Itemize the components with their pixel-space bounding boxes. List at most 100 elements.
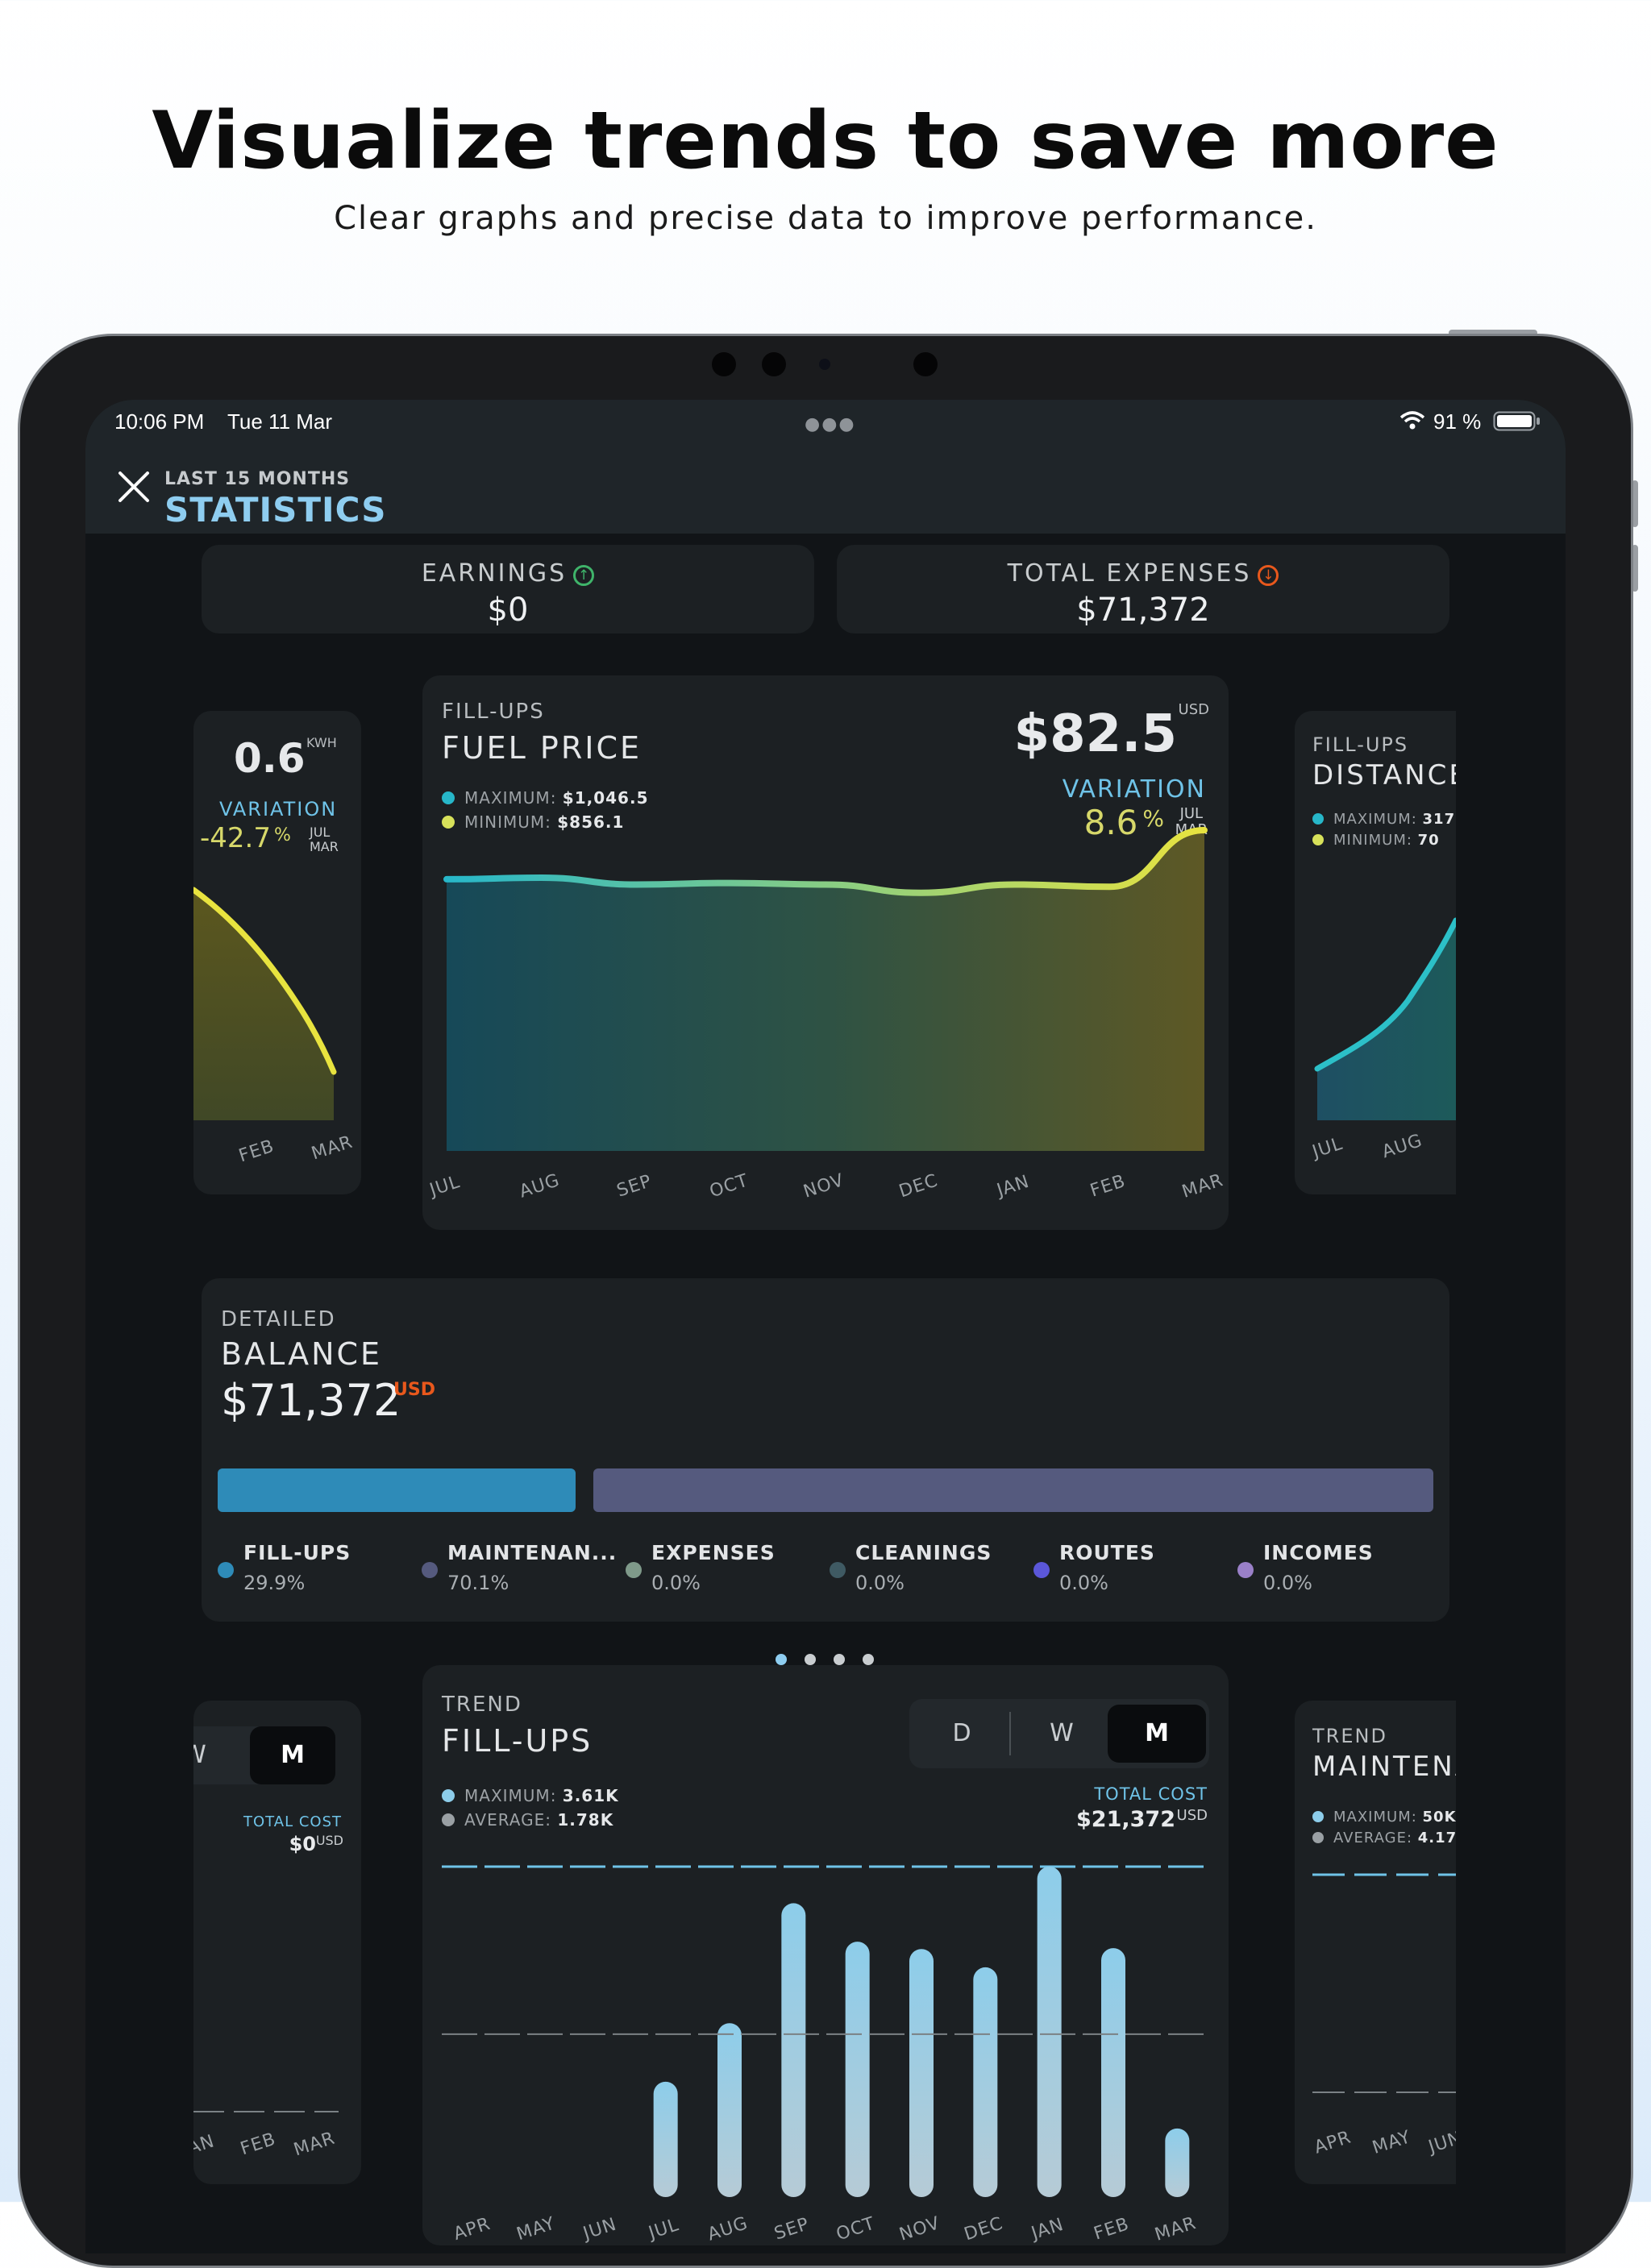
- fill-ups-bar[interactable]: [845, 1942, 870, 2197]
- legend-dot: [1033, 1562, 1050, 1578]
- balance-segment[interactable]: [593, 1468, 1433, 1512]
- device-top-button: [1449, 330, 1537, 336]
- legend-label: ROUTES: [1059, 1541, 1155, 1564]
- legend-max-value: 3.61K: [562, 1786, 619, 1805]
- fuel-variation-pct: %: [1142, 805, 1164, 832]
- period-segmented-control: D W M: [909, 1699, 1209, 1768]
- legend-minimum: MINIMUM: 70: [1312, 832, 1440, 849]
- legend-max-label: MAXIMUM:: [464, 788, 557, 808]
- energy-variation-row: -42.7%: [200, 822, 291, 854]
- fill-ups-bar[interactable]: [781, 1903, 806, 2197]
- x-axis-tick-label: MAR: [1153, 2213, 1199, 2245]
- fill-ups-bar[interactable]: [1101, 1948, 1125, 2197]
- segment-day[interactable]: D: [952, 1719, 971, 1747]
- arrow-down-icon: ↓: [1258, 565, 1279, 586]
- x-axis-tick-label: OCT: [707, 1170, 751, 1202]
- earnings-value: $0: [487, 592, 529, 629]
- x-axis-tick-label: FEB: [1087, 1171, 1128, 1202]
- legend-maximum: MAXIMUM: 317: [1312, 811, 1455, 828]
- legend-min-label: MINIMUM:: [464, 812, 551, 832]
- segment-week[interactable]: W: [193, 1741, 206, 1769]
- legend-max-value: 50K: [1422, 1809, 1456, 1826]
- legend-min-value: 70: [1417, 832, 1440, 849]
- device-side-button: [1632, 480, 1638, 527]
- x-axis-tick-label: AUG: [517, 1170, 562, 1203]
- segment-divider: [1009, 1712, 1011, 1755]
- range-from: JUL: [310, 825, 331, 840]
- balance-value: $71,372: [221, 1375, 401, 1426]
- total-cost-value: $21,372: [1076, 1807, 1175, 1832]
- multitasking-dots-icon[interactable]: ●●●: [805, 414, 856, 434]
- maintenance-trend-card[interactable]: TREND MAINTENANCE MAXIMUM: 50K AVERAGE: …: [1295, 1701, 1456, 2184]
- legend-max-value: $1,046.5: [562, 788, 649, 808]
- navigation-bar: 10:06 PM Tue 11 Mar ●●● 91 % LAST 15 MON…: [85, 400, 1566, 534]
- energy-variation-pct: %: [273, 825, 291, 845]
- fill-ups-trend-card[interactable]: TREND FILL-UPS D W M MAXIMUM: 3.61K AVER…: [422, 1665, 1229, 2245]
- fill-ups-bar[interactable]: [717, 2023, 742, 2197]
- legend-percent: 0.0%: [1263, 1572, 1312, 1594]
- distance-kicker: FILL-UPS: [1312, 733, 1409, 756]
- legend-max-label: MAXIMUM:: [1333, 1809, 1417, 1826]
- total-cost-label: TOTAL COST: [1094, 1784, 1208, 1804]
- legend-label: FILL-UPS: [243, 1541, 351, 1564]
- balance-card[interactable]: DETAILED BALANCE $71,372 USD FILL-UPS 29.…: [202, 1278, 1449, 1622]
- energy-price-card[interactable]: 0.6 KWH VARIATION -42.7% JUL MAR FEB MAR: [193, 711, 361, 1194]
- legend-dot: [442, 1813, 455, 1826]
- earnings-card[interactable]: EARNINGS ↑ $0: [202, 545, 814, 633]
- legend-max-label: MAXIMUM:: [464, 1786, 557, 1805]
- fill-ups-bar[interactable]: [1037, 1867, 1062, 2197]
- legend-average: AVERAGE: 4.17K: [1312, 1830, 1456, 1846]
- fill-ups-bar[interactable]: [1165, 2128, 1190, 2197]
- total-cost-unit: USD: [1176, 1807, 1208, 1824]
- legend-percent: 0.0%: [855, 1572, 905, 1594]
- energy-variation-range: JUL MAR: [310, 825, 339, 854]
- distance-card[interactable]: FILL-UPS DISTANCE MAXIMUM: 317 MINIMUM: …: [1295, 711, 1456, 1194]
- legend-maximum: MAXIMUM: 3.61K: [442, 1786, 619, 1805]
- fuel-variation-row: 8.6%: [1084, 803, 1164, 842]
- fill-ups-bar[interactable]: [909, 1949, 934, 2197]
- energy-variation-label: VARIATION: [219, 798, 338, 820]
- x-axis-tick-label: OCT: [834, 2213, 877, 2245]
- balance-stacked-bar: [218, 1468, 1433, 1512]
- x-axis-tick-label: SEP: [771, 2214, 812, 2244]
- expenses-card[interactable]: TOTAL EXPENSES ↓ $71,372: [837, 545, 1449, 633]
- fill-ups-bar-chart: APR MAY JUN JUL AUG SEP OCT NOV DEC JAN FEB MAR: [442, 1865, 1209, 2245]
- nav-title: STATISTICS: [164, 490, 387, 530]
- marketing-subline: Clear graphs and precise data to improve…: [334, 200, 1317, 237]
- range-to: MAR: [310, 839, 339, 854]
- fill-ups-bar[interactable]: [973, 1967, 998, 2197]
- page-dot[interactable]: [863, 1654, 874, 1665]
- balance-title: BALANCE: [221, 1336, 383, 1372]
- legend-minimum: MINIMUM: $856.1: [442, 812, 624, 832]
- total-cost-label: TOTAL COST: [243, 1813, 342, 1830]
- legend-avg-label: AVERAGE:: [464, 1810, 552, 1830]
- trend-left-card[interactable]: W M TOTAL COST $0 USD JAN FEB MAR: [193, 1701, 361, 2184]
- fuel-price-card[interactable]: FILL-UPS FUEL PRICE MAXIMUM: $1,046.5 MI…: [422, 675, 1229, 1230]
- page-dot-active[interactable]: [776, 1654, 787, 1665]
- fuel-variation-label: VARIATION: [1062, 775, 1206, 804]
- x-axis-tick-label: APR: [451, 2214, 493, 2245]
- x-axis-tick-label: MAR: [1179, 1170, 1225, 1203]
- earnings-label: EARNINGS: [421, 559, 568, 588]
- legend-label: MAINTENAN...: [447, 1541, 618, 1564]
- segment-month[interactable]: M: [250, 1726, 335, 1784]
- legend-dot: [830, 1562, 846, 1578]
- fill-ups-bar[interactable]: [653, 2081, 678, 2197]
- legend-label: CLEANINGS: [855, 1541, 992, 1564]
- page-dot[interactable]: [834, 1654, 845, 1665]
- fuel-price-kicker: FILL-UPS: [442, 700, 545, 724]
- x-axis-tick-label: FEB: [1092, 2214, 1132, 2245]
- page-dot[interactable]: [805, 1654, 816, 1665]
- fuel-price-area: [447, 830, 1204, 1151]
- balance-segment[interactable]: [218, 1468, 576, 1512]
- x-axis-tick-label: JUN: [580, 2214, 620, 2244]
- legend-maximum: MAXIMUM: $1,046.5: [442, 788, 649, 808]
- fuel-price-area-chart: JUL AUG SEP OCT NOV DEC JAN FEB MAR: [426, 827, 1226, 1203]
- segment-week[interactable]: W: [1050, 1719, 1074, 1747]
- legend-percent: 29.9%: [243, 1572, 306, 1594]
- legend-dot: [422, 1562, 438, 1578]
- legend-dot: [1312, 813, 1324, 825]
- segment-month[interactable]: M: [1108, 1705, 1206, 1763]
- legend-min-label: MINIMUM:: [1333, 832, 1412, 849]
- close-icon[interactable]: [116, 469, 152, 505]
